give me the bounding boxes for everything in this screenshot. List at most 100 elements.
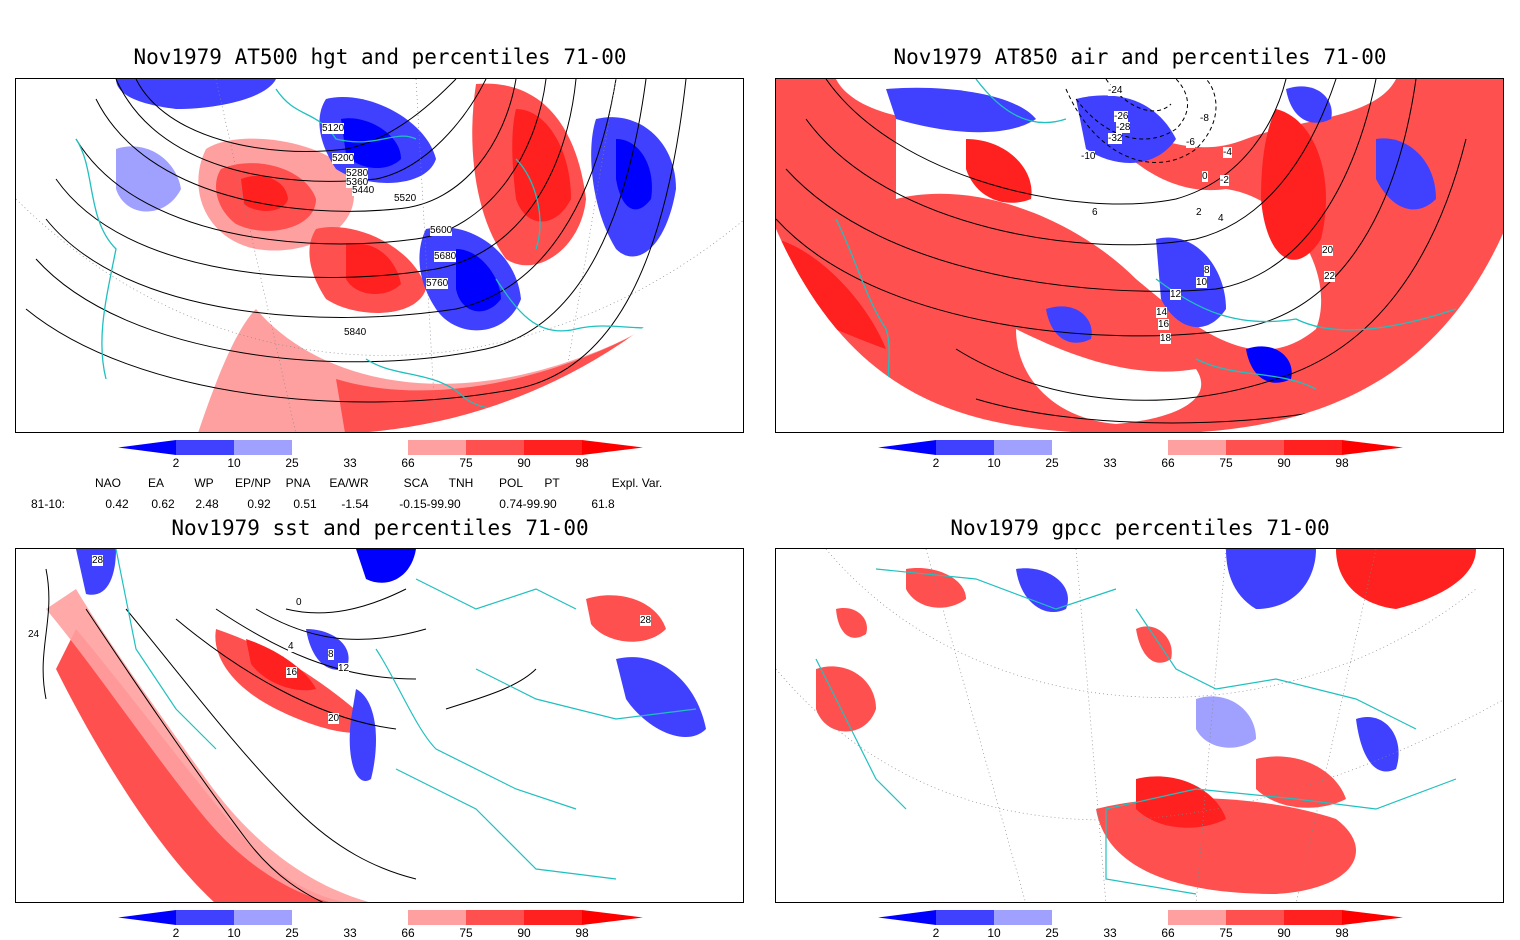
colorbar-segment (1284, 440, 1342, 455)
colorbar-tick-label: 2 (932, 456, 940, 470)
colorbar-tick-label: 75 (1219, 456, 1233, 470)
contour-label: 5360 (346, 177, 369, 188)
colorbar-tick-label: 33 (343, 456, 357, 470)
colorbar-tick-label: 90 (517, 456, 531, 470)
contour-label: 0 (296, 597, 302, 608)
contour-label: 8 (1204, 265, 1210, 276)
colorbar-arrow-right (582, 440, 643, 455)
colorbar-segment (234, 440, 292, 455)
colorbar-arrow-right (1342, 440, 1403, 455)
index-value: 0.74-99.90 (499, 497, 557, 511)
contour-label: 0 (1202, 171, 1208, 182)
contour-label: 20 (328, 713, 340, 724)
colorbar-segment (292, 910, 350, 925)
contour-label: 28 (640, 615, 652, 626)
colorbar-segment (350, 440, 408, 455)
contour-label: 4 (288, 641, 294, 652)
contour-label: 6 (1092, 207, 1098, 218)
index-header: WP (194, 476, 214, 490)
colorbar-segment (1110, 440, 1168, 455)
panel-title-air: Nov1979 AT850 air and percentiles 71-00 (893, 45, 1387, 69)
index-value: 0.42 (105, 497, 129, 511)
colorbar-svg (878, 910, 1403, 925)
map-gpcc-svg (776, 549, 1503, 902)
colorbar-tick-label: 33 (343, 926, 357, 940)
colorbar-segment (408, 440, 466, 455)
colorbar-svg (118, 440, 643, 455)
index-value: 0.62 (151, 497, 175, 511)
index-header: EA (147, 476, 165, 490)
colorbar-segment (466, 440, 524, 455)
colorbar-segment (466, 910, 524, 925)
colorbar-tick-label: 10 (987, 456, 1001, 470)
colorbar-tick-label: 25 (285, 456, 299, 470)
contour-label: 16 (286, 667, 298, 678)
contour-label: 5280 (346, 168, 369, 179)
colorbar-bottom-right: 2 10 25 33 66 75 90 98 (878, 910, 1403, 940)
contour-label: -32 (1108, 133, 1123, 144)
colorbar-segment (408, 910, 466, 925)
contour-label: 12 (1170, 289, 1182, 300)
colorbar-svg (118, 910, 643, 925)
colorbar-arrow-left (118, 440, 176, 455)
contour-label: -8 (1200, 113, 1209, 124)
contour-label: 2 (1196, 207, 1202, 218)
colorbar-tick-label: 2 (932, 926, 940, 940)
contour-label: -10 (1081, 151, 1096, 162)
colorbar-tick-label: 66 (401, 456, 415, 470)
contour-label: 5440 (352, 185, 375, 196)
index-value: 0.92 (247, 497, 271, 511)
contour-label: 10 (1196, 277, 1208, 288)
colorbar-segment (1052, 910, 1110, 925)
colorbar-segment (292, 440, 350, 455)
index-header: TNH (448, 476, 474, 490)
index-row-label: 81-10: (30, 497, 66, 511)
contour-label: 8 (328, 649, 334, 660)
index-value: -0.15-99.90 (399, 497, 461, 511)
contour-label: 5600 (430, 225, 453, 236)
colorbar-segment (1226, 440, 1284, 455)
panel-title-gpcc: Nov1979 gpcc percentiles 71-00 (950, 516, 1330, 540)
colorbar-tick-label: 33 (1103, 926, 1117, 940)
contour-label: 16 (1158, 319, 1170, 330)
colorbar-arrow-right (582, 910, 643, 925)
contour-label: -28 (1116, 122, 1131, 133)
contour-label: 20 (1322, 245, 1334, 256)
contour-label: 14 (1156, 307, 1168, 318)
map-panel-gpcc (775, 548, 1504, 903)
colorbar-arrow-left (878, 910, 936, 925)
index-header: SCA (403, 476, 429, 490)
colorbar-tick-label: 2 (172, 926, 180, 940)
colorbar-tick-label: 33 (1103, 456, 1117, 470)
contour-label: -24 (1108, 85, 1123, 96)
index-header: NAO (94, 476, 122, 490)
contour-label: -6 (1186, 137, 1195, 148)
colorbar-segment (1284, 910, 1342, 925)
contour-label: 4 (1218, 213, 1224, 224)
colorbar-tick-label: 98 (575, 456, 589, 470)
index-header: EP/NP (234, 476, 272, 490)
contour-label: 5840 (344, 327, 367, 338)
colorbar-svg (878, 440, 1403, 455)
colorbar-tick-label: 90 (1277, 926, 1291, 940)
contour-label: 12 (338, 663, 350, 674)
colorbar-tick-label: 10 (987, 926, 1001, 940)
indices-header-row: NAO EA WP EP/NP PNA EA/WR SCA TNH POL PT Expl. Var… (0, 476, 760, 490)
contour-label: -26 (1114, 111, 1129, 122)
contour-label: 18 (1160, 333, 1172, 344)
colorbar-segment (994, 910, 1052, 925)
colorbar-segment (1226, 910, 1284, 925)
colorbar-tick-label: 98 (575, 926, 589, 940)
contour-label: 28 (92, 555, 104, 566)
colorbar-tick-label: 66 (1161, 926, 1175, 940)
colorbar-tick-label: 75 (1219, 926, 1233, 940)
map-hgt-svg (16, 79, 743, 432)
contour-label: 24 (28, 629, 40, 640)
contour-label: 5520 (394, 193, 417, 204)
panel-title-sst: Nov1979 sst and percentiles 71-00 (171, 516, 589, 540)
index-value: 61.8 (591, 497, 615, 511)
colorbar-segment (1168, 440, 1226, 455)
colorbar-segment (936, 910, 994, 925)
contour-label: 22 (1324, 271, 1336, 282)
colorbar-segment (524, 910, 582, 925)
